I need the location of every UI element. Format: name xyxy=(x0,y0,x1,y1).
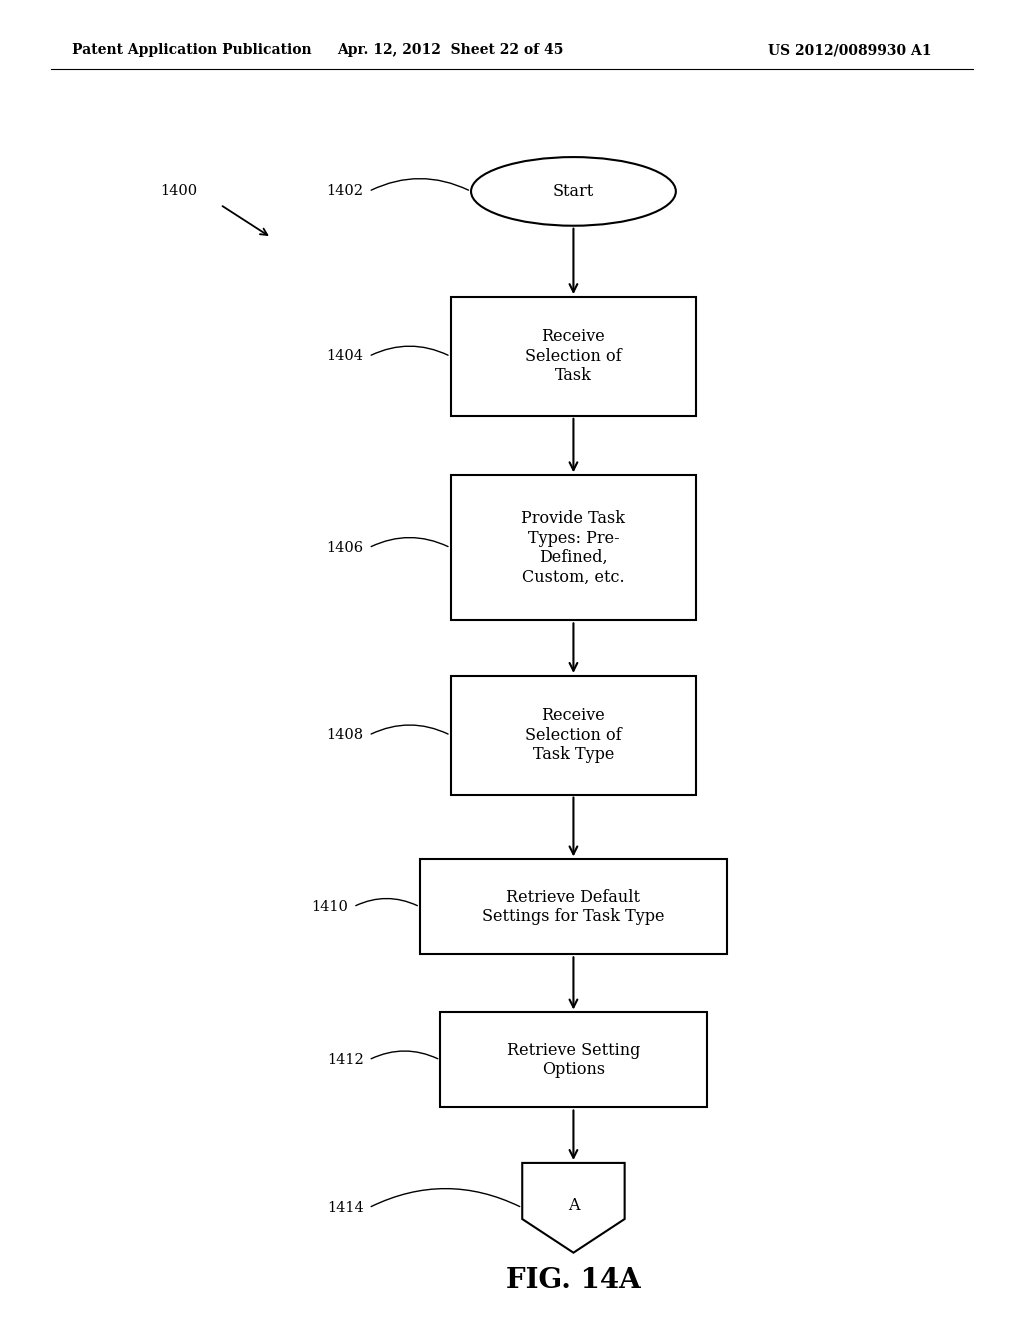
Bar xyxy=(420,859,727,954)
Text: Apr. 12, 2012  Sheet 22 of 45: Apr. 12, 2012 Sheet 22 of 45 xyxy=(337,44,564,57)
Text: 1400: 1400 xyxy=(161,185,198,198)
Text: Retrieve Default
Settings for Task Type: Retrieve Default Settings for Task Type xyxy=(482,888,665,925)
Text: Receive
Selection of
Task: Receive Selection of Task xyxy=(525,329,622,384)
Text: 1410: 1410 xyxy=(311,900,348,913)
Text: 1408: 1408 xyxy=(327,729,364,742)
Bar xyxy=(451,475,696,620)
Text: Provide Task
Types: Pre-
Defined,
Custom, etc.: Provide Task Types: Pre- Defined, Custom… xyxy=(521,510,626,586)
Text: A: A xyxy=(567,1197,580,1214)
Text: Receive
Selection of
Task Type: Receive Selection of Task Type xyxy=(525,708,622,763)
Text: 1402: 1402 xyxy=(327,185,364,198)
Text: US 2012/0089930 A1: US 2012/0089930 A1 xyxy=(768,44,932,57)
Text: 1414: 1414 xyxy=(327,1201,364,1214)
Text: 1406: 1406 xyxy=(327,541,364,554)
Text: Patent Application Publication: Patent Application Publication xyxy=(72,44,311,57)
Text: FIG. 14A: FIG. 14A xyxy=(506,1267,641,1294)
Bar xyxy=(451,297,696,416)
Text: 1404: 1404 xyxy=(327,350,364,363)
Bar xyxy=(451,676,696,795)
Text: Start: Start xyxy=(553,183,594,199)
Text: 1412: 1412 xyxy=(327,1053,364,1067)
Bar xyxy=(440,1012,707,1107)
Text: Retrieve Setting
Options: Retrieve Setting Options xyxy=(507,1041,640,1078)
